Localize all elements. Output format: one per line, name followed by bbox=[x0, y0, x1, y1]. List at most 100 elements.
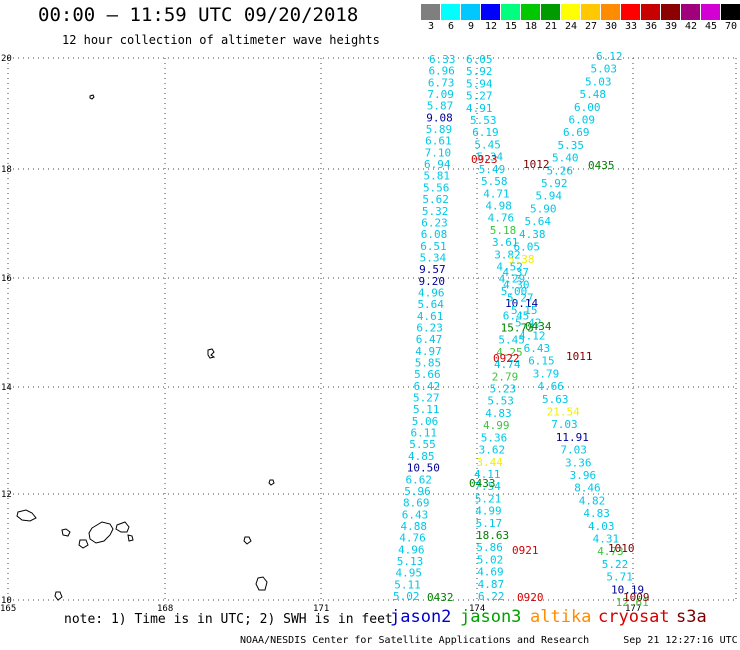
wave-height-label: 5.94 bbox=[536, 190, 563, 203]
wave-height-label: 5.32 bbox=[422, 205, 449, 218]
wave-height-label: 5.86 bbox=[476, 541, 503, 554]
wave-height-label: 5.85 bbox=[415, 357, 442, 370]
lat-label: 14 bbox=[1, 383, 12, 393]
wave-height-label: 9.20 bbox=[419, 275, 446, 288]
wave-height-label: 5.63 bbox=[542, 393, 569, 406]
pass-time-label: 0920 bbox=[517, 591, 544, 604]
page-subtitle: 12 hour collection of altimeter wave hei… bbox=[62, 33, 380, 47]
pass-time-labels: 0923 1012 0435 0434 0922 1011 0433 0921 1010 0432… bbox=[427, 153, 650, 604]
lon-label: 171 bbox=[313, 604, 329, 614]
lon-label: 168 bbox=[157, 604, 173, 614]
wave-height-label: 10.19 bbox=[611, 583, 644, 596]
wave-height-label: 6.19 bbox=[472, 126, 499, 139]
wave-height-label: 6.69 bbox=[563, 126, 590, 139]
wave-height-label: 5.18 bbox=[490, 224, 517, 237]
wave-height-label: 6.94 bbox=[424, 158, 451, 171]
colorbar-label: 12 bbox=[484, 21, 498, 32]
wave-height-label: 6.05 bbox=[466, 53, 493, 66]
wave-height-label: 21.54 bbox=[547, 406, 580, 419]
wave-height-label: 5.27 bbox=[413, 392, 440, 405]
wave-height-label: 4.69 bbox=[477, 566, 504, 579]
pass-time-label: 0922 bbox=[493, 352, 520, 365]
wave-height-label: 5.03 bbox=[585, 75, 612, 88]
altimeter-tracks: 6.336.966.737.095.879.085.896.617.106.94… bbox=[393, 50, 649, 609]
colorbar-swatch bbox=[481, 4, 501, 20]
island-outline bbox=[127, 534, 134, 542]
pass-time-label: 0435 bbox=[588, 159, 615, 172]
wave-height-label: 5.87 bbox=[427, 100, 454, 113]
wave-height-label: 5.15 bbox=[511, 304, 538, 317]
wave-height-label: 6.11 bbox=[411, 427, 438, 440]
wave-height-label: 5.94 bbox=[466, 77, 493, 90]
wave-height-label: 5.21 bbox=[475, 492, 502, 505]
wave-height-label: 5.56 bbox=[423, 181, 450, 194]
satellite-legend-s3a: s3a bbox=[676, 607, 707, 627]
colorbar-swatch bbox=[701, 4, 721, 20]
wave-height-label: 5.34 bbox=[477, 151, 504, 164]
lon-label: 174 bbox=[469, 604, 485, 614]
colorbar-label: 30 bbox=[604, 21, 618, 32]
satellite-legend-jason3: jason3 bbox=[460, 607, 522, 627]
wave-height-label: 3.79 bbox=[533, 367, 560, 380]
wave-height-label: 6.51 bbox=[420, 240, 447, 253]
wave-height-label: 4.52 bbox=[496, 260, 523, 273]
colorbar-swatch bbox=[441, 4, 461, 20]
colorbar-swatch bbox=[641, 4, 661, 20]
wave-height-label: 5.66 bbox=[414, 368, 441, 381]
wave-height-label: 5.49 bbox=[479, 163, 506, 176]
wave-height-label: 6.47 bbox=[416, 333, 443, 346]
wave-height-label: 5.35 bbox=[558, 139, 585, 152]
lat-label: 20 bbox=[1, 54, 12, 64]
pass-time-label: 0433 bbox=[469, 477, 496, 490]
wave-height-label: 4.99 bbox=[475, 505, 502, 518]
wave-height-label: 10.50 bbox=[407, 462, 440, 475]
wave-height-label: 4.61 bbox=[417, 310, 444, 323]
wave-height-label: 5.45 bbox=[498, 334, 525, 347]
colorbar-swatch bbox=[581, 4, 601, 20]
wave-height-label: 3.36 bbox=[565, 456, 592, 469]
wave-height-label: 5.03 bbox=[591, 63, 618, 76]
wave-height-label: 5.89 bbox=[426, 123, 453, 136]
wave-height-label: 4.66 bbox=[537, 380, 564, 393]
wave-height-label: 4.30 bbox=[503, 279, 530, 292]
wave-height-label: 5.11 bbox=[413, 403, 440, 416]
wave-height-label: 6.15 bbox=[528, 355, 555, 368]
lon-label: 177 bbox=[625, 604, 641, 614]
wave-height-label: 3.96 bbox=[570, 469, 597, 482]
colorbar-label: 36 bbox=[644, 21, 658, 32]
wave-height-label: 7.09 bbox=[427, 88, 454, 101]
island-outline bbox=[255, 576, 268, 591]
wave-height-label: 5.27 bbox=[466, 90, 493, 103]
wave-height-label: 5.45 bbox=[474, 138, 501, 151]
wave-height-label: 4.73 bbox=[597, 545, 624, 558]
wave-height-label: 6.00 bbox=[574, 101, 601, 114]
wave-height-label: 6.23 bbox=[416, 322, 443, 335]
wave-height-label: 7.03 bbox=[560, 444, 587, 457]
wave-height-label: 4.25 bbox=[496, 346, 523, 359]
wave-height-label: 6.73 bbox=[428, 76, 455, 89]
colorbar-swatch bbox=[541, 4, 561, 20]
wave-height-label: 3.61 bbox=[492, 236, 519, 249]
island-outline bbox=[54, 591, 63, 601]
colorbar-label: 42 bbox=[684, 21, 698, 32]
wave-height-label: 5.64 bbox=[417, 298, 444, 311]
wave-height-label: 11.91 bbox=[556, 431, 589, 444]
island-outline bbox=[243, 536, 252, 545]
wave-height-label: 6.62 bbox=[406, 473, 433, 486]
wave-height-label: 5.64 bbox=[525, 215, 552, 228]
satellite-legend-cryosat: cryosat bbox=[598, 607, 670, 627]
colorbar-swatch bbox=[661, 4, 681, 20]
pass-time-label: 1012 bbox=[523, 158, 550, 171]
island-outline bbox=[89, 94, 95, 100]
colorbar-label: 21 bbox=[544, 21, 558, 32]
colorbar-label: 9 bbox=[467, 21, 475, 32]
wave-height-label: 4.99 bbox=[483, 419, 510, 432]
satellite-legend-jason2: jason2 bbox=[390, 607, 452, 627]
wave-height-label: 4.82 bbox=[579, 494, 606, 507]
wave-height-label: 18.63 bbox=[476, 529, 509, 542]
wave-height-label: 5.11 bbox=[394, 578, 421, 591]
wave-height-label: 6.42 bbox=[414, 380, 441, 393]
wave-height-label: 8.46 bbox=[574, 482, 601, 495]
colorbar-label: 18 bbox=[524, 21, 538, 32]
